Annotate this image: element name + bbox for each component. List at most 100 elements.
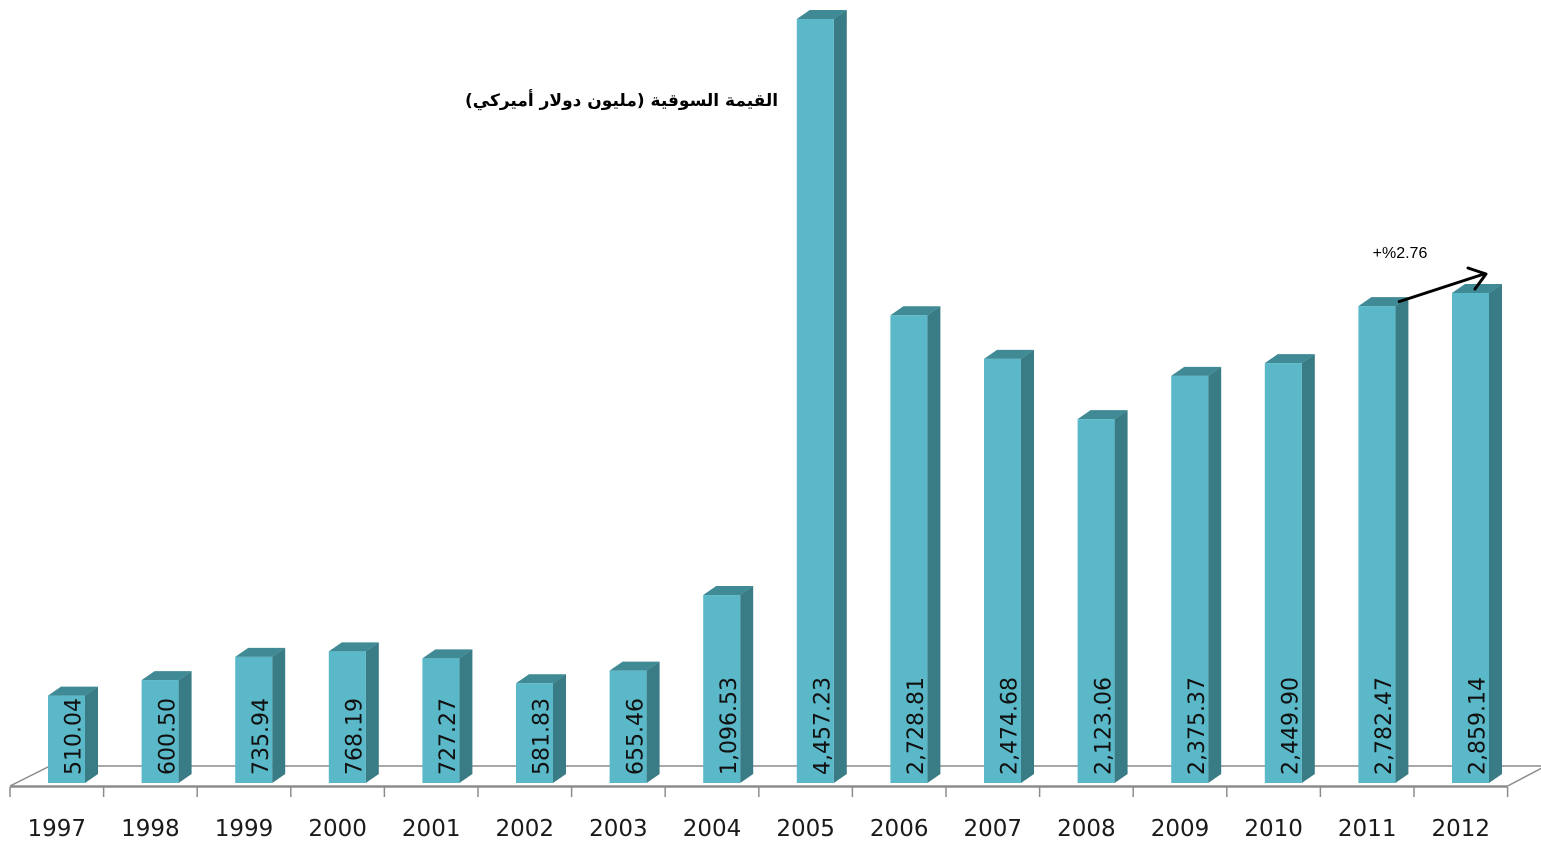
bar-side (833, 10, 847, 784)
bar-front (890, 315, 928, 783)
data-label: 1,096.53 (717, 677, 742, 775)
bar-front (1452, 292, 1489, 783)
bar-side (85, 686, 98, 783)
bar-top (1358, 297, 1409, 307)
data-label: 2,728.81 (904, 677, 929, 775)
bar-front (1358, 306, 1396, 783)
bar-front (328, 651, 366, 783)
bar-side (740, 586, 754, 783)
x-tick-labels: 1997 1998 1999 2000 2001 2002 2003 2004 2005 2006… (28, 816, 1491, 841)
bar-2008: 2,123.06 (1077, 410, 1128, 783)
data-label: 2,449.90 (1279, 677, 1304, 775)
bar-top (422, 649, 473, 659)
bar-front (516, 683, 553, 783)
bar-top (796, 10, 847, 20)
x-tick-label: 2009 (1151, 816, 1210, 841)
bar-top (1264, 354, 1315, 364)
x-tick-label: 2005 (776, 816, 835, 841)
data-label: 735.94 (249, 698, 274, 775)
bar-front (984, 358, 1021, 783)
bar-side (1301, 354, 1315, 783)
x-tick-label: 2002 (496, 816, 555, 841)
data-label: 2,474.68 (998, 677, 1023, 775)
bar-2003: 655.46 (609, 661, 660, 783)
bars-group: 510.04 600.50 735.94 768.19 727.27 581.83 655.… (48, 10, 1502, 784)
bar-side (1114, 410, 1128, 783)
bar-front (141, 680, 179, 783)
data-label: 2,859.14 (1466, 677, 1491, 775)
bar-top (235, 647, 286, 657)
bar-2004: 1,096.53 (703, 586, 754, 783)
bar-2005: 4,457.23 (796, 10, 847, 784)
bar-top (890, 306, 941, 316)
bar-2011: 2,782.47 (1358, 297, 1409, 783)
x-tick-label: 2011 (1338, 816, 1397, 841)
bar-2002: 581.83 (516, 674, 566, 783)
bar-front (796, 19, 834, 784)
bar-side (1395, 297, 1409, 783)
data-label: 2,123.06 (1091, 677, 1116, 775)
bar-1998: 600.50 (141, 671, 192, 783)
bar-top (1077, 410, 1128, 420)
bar-side (553, 674, 566, 783)
bar-side (1208, 366, 1222, 783)
bar-side (1489, 283, 1502, 783)
bar-2006: 2,728.81 (890, 306, 941, 783)
bar-top (609, 661, 660, 671)
bar-front (703, 595, 741, 783)
data-label: 581.83 (530, 698, 555, 775)
data-label: 2,782.47 (1372, 677, 1397, 775)
bar-front (422, 658, 460, 783)
bar-2001: 727.27 (422, 649, 473, 783)
growth-annotation: +%2.76 (1373, 245, 1488, 304)
data-label: 600.50 (155, 698, 180, 775)
bar-side (1021, 349, 1034, 783)
bar-top (328, 642, 379, 652)
chart-title: القيمة السوقية (مليون دولار أميركي) (465, 89, 778, 111)
x-tick-label: 2012 (1432, 816, 1491, 841)
growth-arrow-head (1466, 266, 1488, 291)
chart-floor (9, 765, 1541, 797)
data-label: 768.19 (343, 698, 368, 775)
bar-side (365, 642, 379, 783)
growth-arrow-line (1397, 272, 1485, 304)
x-tick-label: 2003 (589, 816, 648, 841)
bar-side (272, 647, 286, 783)
bar-top (1171, 366, 1222, 376)
x-tick-label: 2001 (402, 816, 461, 841)
bar-2010: 2,449.90 (1264, 354, 1315, 783)
bar-front (235, 656, 273, 783)
x-tick-label: 1999 (215, 816, 274, 841)
x-tick-label: 2008 (1057, 816, 1116, 841)
bar-2009: 2,375.37 (1171, 366, 1222, 783)
bar-top (984, 349, 1034, 359)
growth-annotation-label: +%2.76 (1373, 245, 1428, 262)
x-tick-label: 2004 (683, 816, 742, 841)
data-label: 4,457.23 (811, 677, 836, 775)
bar-2007: 2,474.68 (984, 349, 1034, 783)
bar-side (646, 661, 660, 783)
bar-front (609, 670, 647, 783)
data-label: 510.04 (62, 698, 87, 775)
bar-front (48, 695, 85, 783)
bar-front (1264, 363, 1302, 783)
bar-top (703, 586, 754, 596)
bar-1997: 510.04 (48, 686, 98, 783)
x-tick-label: 1998 (121, 816, 180, 841)
bar-top (48, 686, 98, 696)
bar-side (178, 671, 192, 783)
bar-side (927, 306, 941, 783)
x-tick-label: 1997 (28, 816, 87, 841)
floor-plane (9, 765, 1541, 787)
x-tick-label: 2000 (308, 816, 367, 841)
x-tick-label: 2010 (1244, 816, 1303, 841)
x-tick-label: 2007 (964, 816, 1023, 841)
bar-2012: 2,859.14 (1452, 283, 1502, 783)
data-label: 2,375.37 (1185, 677, 1210, 775)
bar-front (1077, 419, 1115, 783)
bar-2000: 768.19 (328, 642, 379, 783)
x-tick-label: 2006 (870, 816, 929, 841)
data-label: 655.46 (623, 698, 648, 775)
data-label: 727.27 (436, 698, 461, 775)
